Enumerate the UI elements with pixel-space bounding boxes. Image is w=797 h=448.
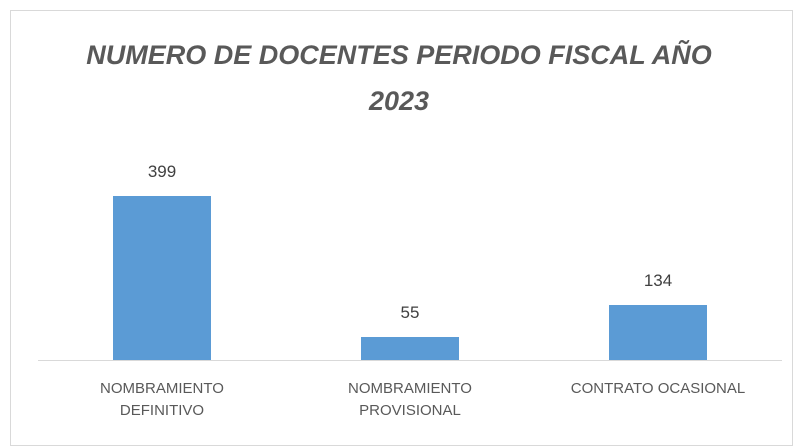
data-label: 134: [643, 270, 673, 290]
data-label: 399: [147, 161, 177, 181]
x-axis-line: [38, 360, 782, 361]
bar: [609, 304, 707, 360]
bar: [361, 337, 459, 360]
x-tick-label: CONTRATO OCASIONAL: [570, 380, 746, 397]
x-tick-label: NOMBRAMIENTO PROVISIONAL: [348, 380, 472, 419]
chart-frame: [10, 10, 793, 446]
bar: [113, 195, 211, 360]
chart-title: NUMERO DE DOCENTES PERIODO FISCAL AÑO 20…: [86, 40, 712, 116]
x-tick-label: NOMBRAMIENTO DEFINITIVO: [100, 380, 224, 419]
data-label: 55: [400, 303, 420, 323]
